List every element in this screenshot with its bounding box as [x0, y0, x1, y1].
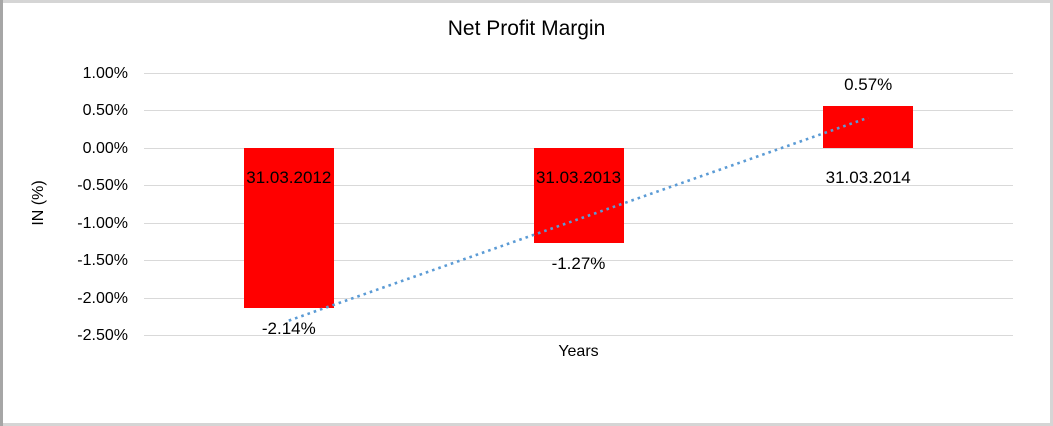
y-tick-label: -1.50% — [77, 252, 128, 270]
y-tick-label: 1.00% — [82, 64, 128, 82]
y-tick-label: 0.50% — [82, 102, 128, 120]
gridline — [144, 110, 1013, 112]
bar-31.03.2013[interactable] — [533, 148, 624, 244]
frame-border-left — [0, 0, 3, 426]
y-tick-label: 0.00% — [82, 139, 128, 157]
y-tick-label: -2.00% — [77, 289, 128, 307]
y-tick-label: -2.50% — [77, 327, 128, 344]
frame-border-top — [0, 0, 1053, 3]
value-label: 0.57% — [844, 75, 893, 95]
value-label: -2.14% — [261, 319, 316, 338]
category-label: 31.03.2012 — [246, 168, 332, 187]
category-label: 31.03.2013 — [535, 168, 622, 187]
frame-border-right — [1050, 0, 1053, 426]
category-label: 31.03.2014 — [825, 168, 911, 187]
y-tick-label: -0.50% — [77, 177, 128, 195]
bar-31.03.2014[interactable] — [823, 105, 914, 149]
y-axis-title: IN (%) — [30, 180, 47, 226]
y-tick-label: -1.00% — [77, 214, 128, 232]
x-axis-title: Years — [558, 343, 599, 360]
chart-title[interactable]: Net Profit Margin — [447, 17, 606, 40]
value-label: -1.27% — [551, 253, 606, 273]
gridline — [144, 72, 1013, 74]
gridline — [144, 335, 1013, 336]
frame-border-bottom — [0, 423, 1053, 426]
